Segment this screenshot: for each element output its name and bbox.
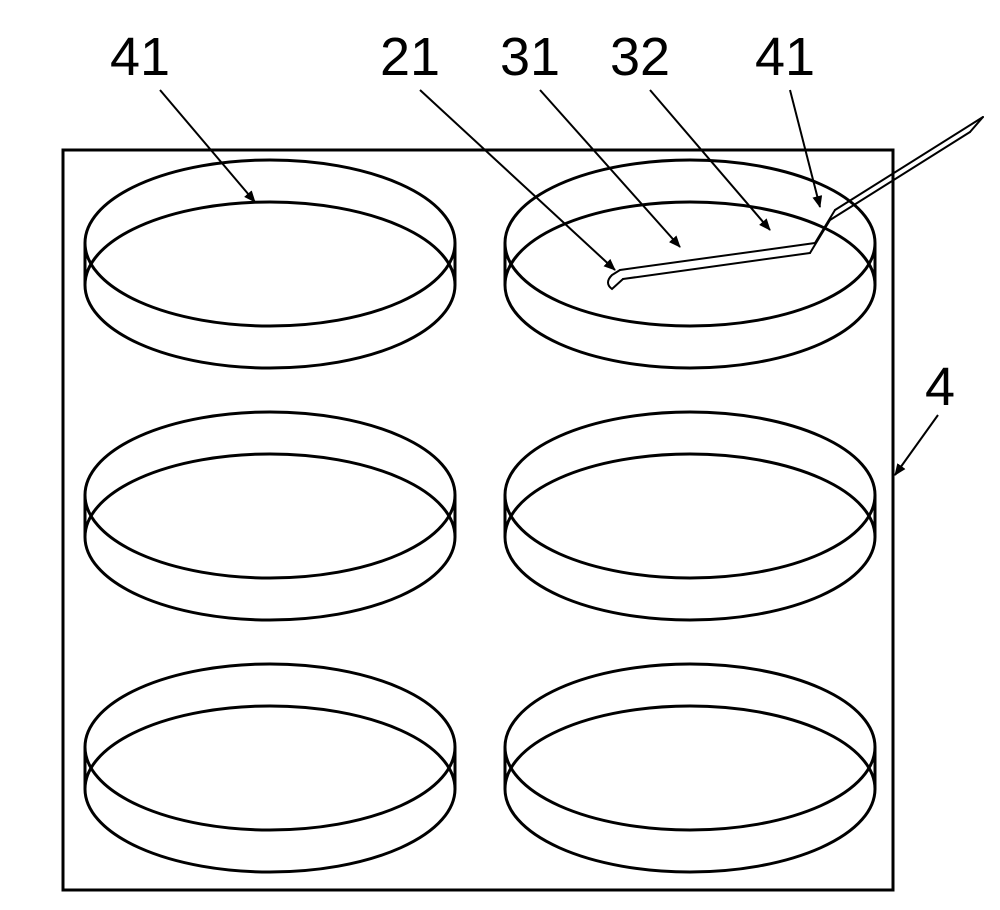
well [85, 160, 455, 368]
well [85, 664, 455, 872]
label-text: 41 [110, 27, 170, 87]
well [505, 664, 875, 872]
label-text: 32 [610, 27, 670, 87]
well [505, 412, 875, 620]
probe-tip-hook [608, 270, 623, 289]
label-text: 31 [500, 27, 560, 87]
well [85, 412, 455, 620]
callout-label: 41 [110, 27, 255, 202]
label-text: 21 [380, 27, 440, 87]
callout-label: 32 [610, 27, 770, 230]
well [505, 160, 875, 368]
label-text: 41 [755, 27, 815, 87]
callout-label: 4 [895, 357, 955, 475]
tray-outline [63, 150, 893, 890]
diagram-canvas: 41 21 31 32 41 4 [0, 0, 1000, 910]
label-text: 4 [925, 357, 955, 417]
